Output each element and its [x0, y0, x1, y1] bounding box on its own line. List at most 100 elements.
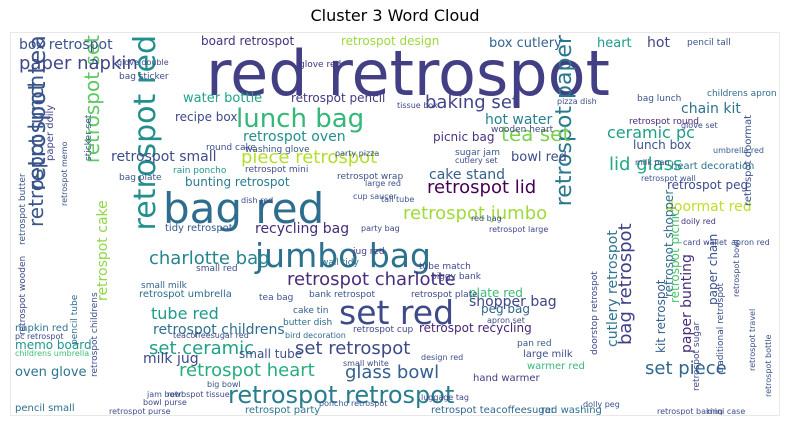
word-70: kit retrospot [654, 279, 668, 353]
word-62: warmer red [527, 361, 585, 372]
word-90: pan red [517, 339, 552, 349]
word-22: set retrospot [295, 338, 410, 359]
word-101: childrens apron [707, 89, 777, 99]
word-138: childrens umbrella [15, 349, 89, 358]
word-110: luggage tag [421, 393, 469, 402]
word-78: heart decoration [671, 161, 754, 172]
word-80: jug red [352, 247, 385, 257]
word-82: small milk [141, 281, 188, 291]
word-113: retrospot purse [109, 407, 171, 416]
word-55: milk jug [143, 351, 199, 367]
word-105: milk pan [635, 158, 669, 167]
word-24: glass bowl [345, 362, 439, 383]
word-59: napkin red [15, 323, 68, 334]
word-44: bowl red [511, 150, 567, 165]
word-30: board retrospot [201, 34, 294, 48]
word-68: retrospot cake [95, 200, 111, 301]
word-5: retrospot retrospot [228, 381, 454, 409]
word-151: retrospot bowl [732, 239, 741, 297]
word-45: picnic bag [433, 130, 495, 144]
word-14: ceramic pc [607, 123, 695, 142]
word-142: retrospot butter [18, 173, 28, 245]
word-149: retrospot travel [748, 309, 757, 371]
word-7: retrospot tea [23, 35, 51, 191]
word-95: washing glove [245, 145, 310, 155]
word-23: retrospot heart [179, 360, 315, 381]
word-119: bag plate [119, 173, 162, 183]
word-21: set ceramic [149, 338, 254, 359]
word-141: paper doily [45, 105, 56, 161]
word-97: rain poncho [173, 166, 227, 176]
word-86: tea bag [259, 293, 293, 303]
word-11: paper napkin [19, 53, 138, 74]
word-120: dish red [241, 196, 273, 205]
word-58: memo board [15, 338, 92, 352]
word-28: hot water [485, 112, 553, 128]
word-103: retrospot round [629, 117, 699, 127]
word-148: traditional retrospot [716, 282, 726, 373]
word-137: jam bowl [146, 390, 183, 399]
word-111: big bowl [207, 380, 241, 389]
word-118: retrospot plate [411, 290, 478, 300]
word-18: retrospot jumbo [403, 203, 547, 224]
word-2: jumbo bag [254, 236, 431, 275]
word-136: retrospot tissue [167, 390, 230, 399]
word-152: retrospot sugar [692, 322, 702, 391]
word-145: pencil tube [70, 294, 80, 345]
word-100: pencil tall [687, 38, 731, 48]
word-150: retrospot bottle [764, 335, 773, 397]
word-144: retrospot wooden [18, 256, 28, 335]
word-52: plate red [469, 286, 523, 300]
word-47: retrospot peg [667, 178, 748, 192]
word-10: retrospot paper [552, 34, 577, 206]
word-77: mini case [707, 407, 745, 416]
word-132: pizza dish [557, 97, 597, 106]
word-34: hot [647, 35, 670, 51]
word-50: shopper bag [469, 294, 557, 310]
word-51: peg bag [481, 302, 530, 316]
word-35: chain kit [681, 101, 741, 117]
word-49: tidy retrospot [165, 223, 233, 234]
word-143: retrospot memo [60, 141, 69, 206]
word-36: lunch box [633, 138, 691, 152]
word-19: charlotte bag [149, 248, 270, 269]
word-93: glove double [117, 58, 169, 67]
word-84: tube match [419, 262, 471, 272]
word-cloud-area: red retrospot bag red jumbo bag set red lunc… [10, 32, 780, 416]
word-130: cutlery set [455, 156, 498, 165]
word-54: retrospot umbrella [139, 289, 232, 300]
word-43: cake stand [429, 167, 505, 183]
word-64: bag retrospot [615, 223, 636, 345]
word-126: retrospot large [489, 225, 548, 234]
word-32: box cutlery [489, 36, 562, 51]
word-102: umbrella red [713, 146, 764, 155]
word-56: small tube [239, 347, 302, 361]
word-115: teacoffeesugar red [173, 331, 249, 340]
word-15: lid glass [609, 154, 682, 175]
word-107: apron red [731, 238, 770, 247]
word-72: retrospot doormat [743, 115, 754, 206]
word-37: water bottle [183, 91, 262, 106]
word-3: set red [339, 293, 454, 332]
word-139: pc retrospot [15, 332, 63, 341]
word-74: red washing [541, 405, 602, 416]
word-25: set piece [645, 358, 727, 379]
word-96: retrospot wrap [337, 172, 403, 182]
word-117: bank retrospot [309, 290, 375, 300]
word-71: retrospot picnic [668, 209, 682, 303]
word-125: cup saucer [353, 192, 398, 201]
word-133: glove set [681, 121, 718, 130]
word-38: retrospot pencil [291, 91, 385, 105]
word-127: apron set [487, 316, 525, 325]
word-69: retrospot shopper [662, 190, 676, 297]
word-57: oven glove [15, 365, 87, 380]
word-106: card wallet [683, 238, 727, 247]
word-123: party bag [361, 224, 400, 233]
word-13: tea set [501, 122, 570, 146]
word-61: large milk [523, 349, 573, 360]
word-83: wall tidy [321, 258, 359, 268]
word-99: wooden heart [491, 125, 554, 135]
word-26: tube red [151, 304, 219, 323]
word-87: cake tin [293, 306, 329, 316]
